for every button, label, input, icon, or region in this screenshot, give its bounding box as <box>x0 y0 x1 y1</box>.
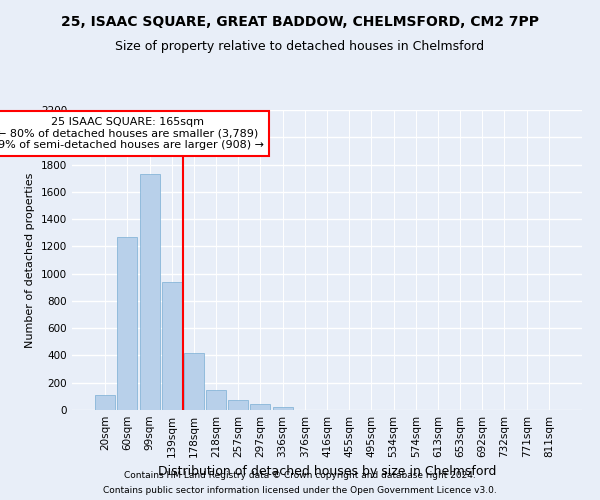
Text: Contains HM Land Registry data © Crown copyright and database right 2024.: Contains HM Land Registry data © Crown c… <box>124 471 476 480</box>
Bar <box>118 237 137 410</box>
Bar <box>272 406 293 410</box>
Bar <box>95 395 115 410</box>
Text: Contains public sector information licensed under the Open Government Licence v3: Contains public sector information licen… <box>103 486 497 495</box>
Bar <box>206 390 226 410</box>
Text: Size of property relative to detached houses in Chelmsford: Size of property relative to detached ho… <box>115 40 485 53</box>
Bar <box>140 174 160 410</box>
Bar <box>162 282 182 410</box>
Bar <box>228 400 248 410</box>
Bar <box>250 404 271 410</box>
Text: 25, ISAAC SQUARE, GREAT BADDOW, CHELMSFORD, CM2 7PP: 25, ISAAC SQUARE, GREAT BADDOW, CHELMSFO… <box>61 15 539 29</box>
Y-axis label: Number of detached properties: Number of detached properties <box>25 172 35 348</box>
X-axis label: Distribution of detached houses by size in Chelmsford: Distribution of detached houses by size … <box>158 466 496 478</box>
Text: 25 ISAAC SQUARE: 165sqm
← 80% of detached houses are smaller (3,789)
19% of semi: 25 ISAAC SQUARE: 165sqm ← 80% of detache… <box>0 117 264 150</box>
Bar <box>184 354 204 410</box>
